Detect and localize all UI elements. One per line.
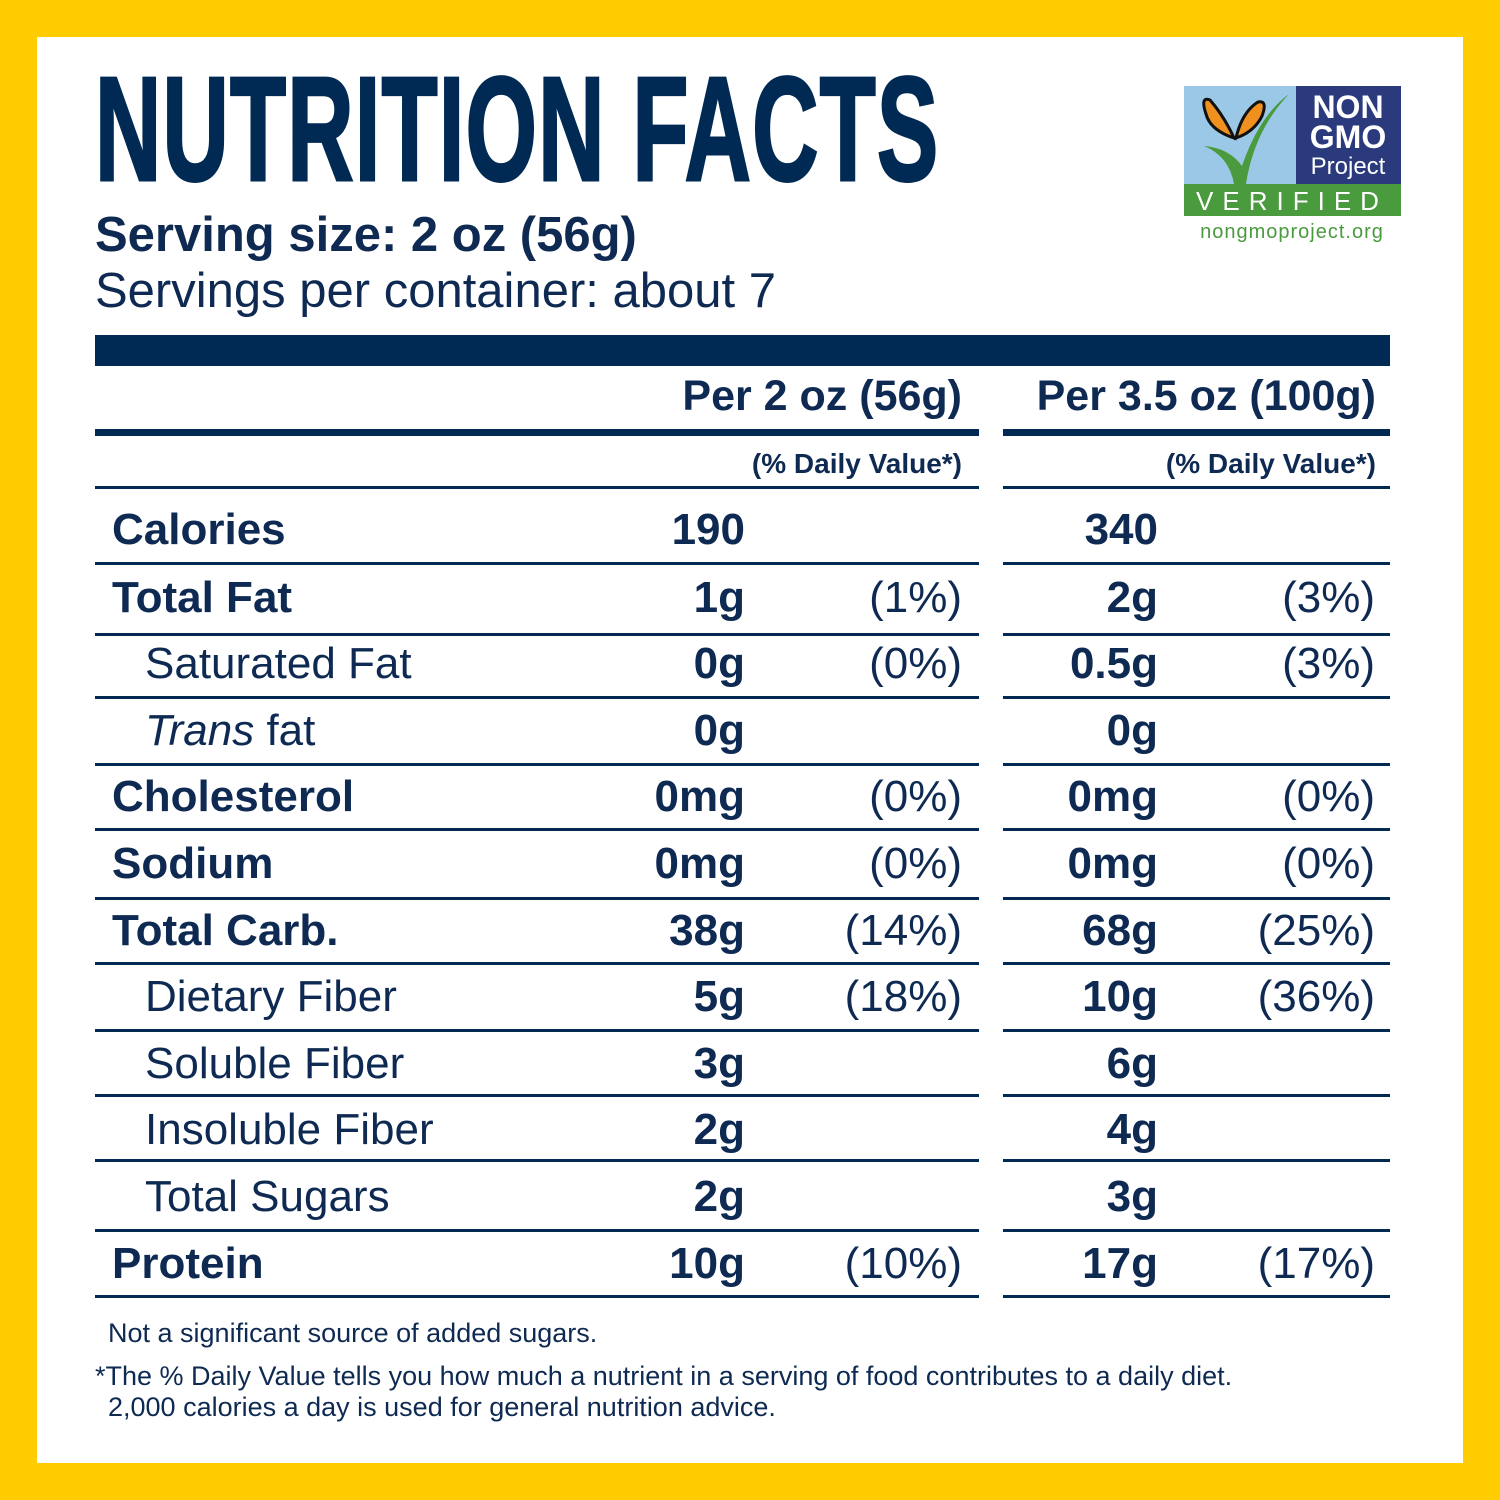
daily-value-per-100g: (3%) (1282, 639, 1375, 688)
row-rule (95, 696, 979, 699)
nutrition-card (37, 37, 1463, 1463)
column-header-per-100g: Per 3.5 oz (100g) (1036, 372, 1376, 420)
nutrient-label: Insoluble Fiber (145, 1105, 434, 1154)
amount-per-100g: 0mg (1067, 772, 1158, 821)
amount-per-100g: 4g (1106, 1105, 1158, 1154)
daily-value-per-serving: (18%) (844, 972, 962, 1021)
row-rule (1003, 486, 1390, 489)
nutrient-label: Total Carb. (112, 906, 339, 955)
daily-value-per-100g: (17%) (1257, 1239, 1375, 1288)
amount-per-serving: 3g (693, 1039, 745, 1088)
row-rule (1003, 633, 1390, 636)
amount-per-100g: 3g (1106, 1172, 1158, 1221)
daily-value-per-100g: (25%) (1257, 906, 1375, 955)
row-rule (95, 1029, 979, 1032)
nutrient-label: Calories (112, 505, 286, 554)
row-rule (95, 763, 979, 766)
daily-value-per-100g: (36%) (1257, 972, 1375, 1021)
amount-per-serving: 0g (693, 706, 745, 755)
row-rule (95, 1295, 979, 1298)
amount-per-100g: 340 (1084, 505, 1158, 554)
amount-per-serving: 0g (693, 639, 745, 688)
row-rule (1003, 763, 1390, 766)
row-rule (95, 962, 979, 965)
page-title: NUTRITION FACTS (94, 47, 940, 212)
top-thick-rule (95, 335, 1390, 366)
amount-per-serving: 1g (693, 573, 745, 622)
row-rule (95, 828, 979, 831)
nutrient-label: Protein (112, 1239, 264, 1288)
daily-value-per-100g: (0%) (1282, 839, 1375, 888)
amount-per-serving: 0mg (654, 772, 745, 821)
row-rule (95, 1229, 979, 1232)
row-rule (95, 562, 979, 565)
nutrient-label-suffix: fat (254, 706, 316, 755)
svg-text:nongmoproject.org: nongmoproject.org (1200, 221, 1384, 243)
svg-text:GMO: GMO (1310, 119, 1386, 155)
row-rule (1003, 828, 1390, 831)
dv-header: (% Daily Value*) (751, 448, 962, 479)
nutrient-label: Soluble Fiber (145, 1039, 405, 1088)
column-header-rule (1003, 429, 1390, 436)
daily-value-per-serving: (0%) (869, 839, 962, 888)
nutrient-label: Sodium (112, 839, 274, 888)
amount-per-100g: 0mg (1067, 839, 1158, 888)
amount-per-100g: 0g (1106, 706, 1158, 755)
serving-size: Serving size: 2 oz (56g) (95, 208, 637, 262)
column-header-rule (95, 429, 979, 436)
row-rule (95, 486, 979, 489)
amount-per-serving: 2g (693, 1172, 745, 1221)
daily-value-footnote-line2: 2,000 calories a day is used for general… (108, 1392, 776, 1422)
nutrient-label: Saturated Fat (145, 639, 412, 688)
nutrient-label-italic: Trans (145, 706, 255, 755)
svg-text:VERIFIED: VERIFIED (1196, 186, 1388, 216)
row-rule (1003, 962, 1390, 965)
svg-text:NON: NON (1312, 89, 1383, 125)
amount-per-serving: 10g (669, 1239, 745, 1288)
nutrient-label: Total Fat (112, 573, 293, 622)
row-rule (1003, 1094, 1390, 1097)
nutrient-label: Dietary Fiber (145, 972, 397, 1021)
amount-per-serving: 5g (693, 972, 745, 1021)
svg-text:Project: Project (1311, 153, 1386, 180)
daily-value-per-serving: (0%) (869, 639, 962, 688)
row-rule (95, 1159, 979, 1162)
amount-per-100g: 2g (1106, 573, 1158, 622)
row-rule (1003, 562, 1390, 565)
amount-per-100g: 68g (1082, 906, 1158, 955)
row-rule (1003, 1229, 1390, 1232)
row-rule (1003, 897, 1390, 900)
amount-per-serving: 2g (693, 1105, 745, 1154)
row-rule (1003, 1029, 1390, 1032)
amount-per-100g: 6g (1106, 1039, 1158, 1088)
servings-per-container: Servings per container: about 7 (95, 264, 776, 318)
nutrient-label: Total Sugars (145, 1172, 390, 1221)
column-header-per-serving: Per 2 oz (56g) (682, 372, 962, 420)
daily-value-per-serving: (14%) (844, 906, 962, 955)
amount-per-serving: 38g (669, 906, 745, 955)
row-rule (95, 1094, 979, 1097)
row-rule (95, 633, 979, 636)
row-rule (95, 897, 979, 900)
amount-per-100g: 0.5g (1069, 639, 1158, 688)
row-rule (1003, 696, 1390, 699)
daily-value-per-100g: (0%) (1282, 772, 1375, 821)
daily-value-per-serving: (1%) (869, 573, 962, 622)
daily-value-per-serving: (10%) (844, 1239, 962, 1288)
non-gmo-logo: NON GMO Project VERIFIED nongmoproject.o… (1184, 86, 1401, 246)
daily-value-per-100g: (3%) (1282, 573, 1375, 622)
row-rule (1003, 1295, 1390, 1298)
amount-per-100g: 17g (1082, 1239, 1158, 1288)
amount-per-serving: 0mg (654, 839, 745, 888)
daily-value-footnote: *The % Daily Value tells you how much a … (95, 1361, 1233, 1391)
nutrient-label: Cholesterol (112, 772, 355, 821)
amount-per-serving: 190 (671, 505, 745, 554)
added-sugars-note: Not a significant source of added sugars… (108, 1318, 598, 1348)
row-rule (1003, 1159, 1390, 1162)
dv-header: (% Daily Value*) (1165, 448, 1376, 479)
daily-value-per-serving: (0%) (869, 772, 962, 821)
nutrient-label: Trans fat (145, 709, 315, 753)
non-gmo-verified-seal-icon: NON GMO Project VERIFIED nongmoproject.o… (1184, 86, 1401, 243)
amount-per-100g: 10g (1082, 972, 1158, 1021)
